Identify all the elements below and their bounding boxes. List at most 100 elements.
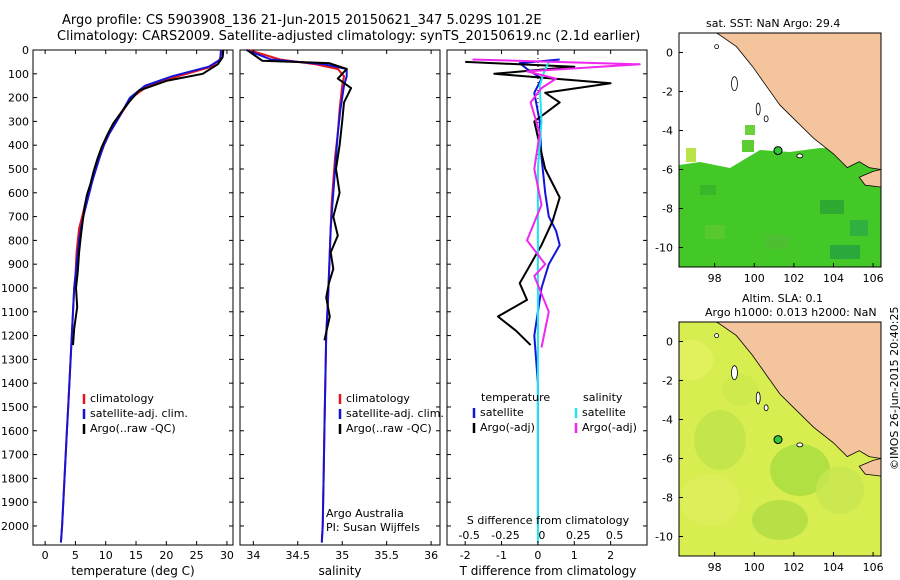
depth-tick-label: 1500: [1, 401, 29, 414]
depth-tick-label: 1300: [1, 353, 29, 366]
depth-tick-label: 1900: [1, 496, 29, 509]
map-lat-label: 0: [666, 336, 673, 349]
depth-tick-label: 1400: [1, 377, 29, 390]
island: [714, 44, 720, 50]
depth-tick-label: 500: [8, 163, 29, 176]
t-diff-tick-label: -1: [496, 549, 507, 562]
temperature-legend-label: climatology: [90, 392, 154, 405]
sst-map: 98 100 102 104 106 0 -2 -4 -6 -8 -10: [655, 32, 884, 285]
temperature-tick-label: 30: [220, 549, 234, 562]
sumatra-land: [715, 33, 881, 170]
diff-legend-label: Argo(-adj): [480, 421, 535, 434]
map-frame: [678, 321, 882, 557]
temperature-tick-label: 25: [190, 549, 204, 562]
salinity-tick-label: 34: [246, 549, 260, 562]
map-lon-label: 98: [708, 272, 722, 285]
sla-anomaly-blob: [680, 474, 740, 526]
depth-tick-label: 1000: [1, 282, 29, 295]
sst-pixel-patch: [765, 235, 789, 249]
depth-tick-label: 1800: [1, 472, 29, 485]
series-line-satellite-adj-clim-: [245, 49, 348, 543]
series-line-temperature-satellite: [518, 58, 561, 526]
sst-pixel-patch: [705, 225, 725, 239]
map-layer: [679, 33, 881, 267]
s-diff-tick-label: 0.25: [566, 529, 591, 542]
depth-tick-label: 100: [8, 68, 29, 81]
temperature-tick-label: 20: [159, 549, 173, 562]
depth-tick-label: 400: [8, 139, 29, 152]
sla-map-title-line2: Argo h1000: 0.013 h2000: NaN: [705, 306, 877, 319]
salinity-axes: [239, 49, 441, 546]
java-land: [858, 458, 881, 477]
series-line-argo-raw-qc-: [246, 49, 353, 341]
sla-anomaly-blob: [752, 500, 808, 540]
argo-australia-label: Argo Australia: [326, 507, 404, 520]
map-lon-label: 100: [744, 561, 765, 574]
series-line-climatology: [248, 49, 345, 543]
difference-axes: [446, 49, 648, 546]
depth-tick-label: 1100: [1, 306, 29, 319]
sst-pixel-patch: [686, 148, 696, 162]
temperature-axis-ticks: 0 5 10 15 20 25 30: [42, 50, 234, 562]
t-diff-tick-label: -2: [460, 549, 471, 562]
temperature-legend-label: satellite-adj. clim.: [90, 407, 188, 420]
island: [731, 365, 738, 381]
salinity-legend-label: Argo(..raw -QC): [346, 422, 432, 435]
map-layer: [679, 322, 881, 556]
salinity-tick-label: 34.5: [286, 549, 311, 562]
t-difference-xlabel: T difference from climatology: [459, 564, 637, 578]
s-diff-tick-label: 0: [538, 529, 545, 542]
diff-legend-title: salinity: [583, 391, 623, 404]
series-line-temperature-argo-adj-: [465, 60, 612, 346]
difference-axis-ticks: -2 -1 0 1 2 -0.5 -0.25 0 0.25 0.5: [458, 50, 623, 562]
difference-plot-content: [465, 50, 641, 545]
sst-map-title: sat. SST: NaN Argo: 29.4: [706, 17, 841, 30]
map-lon-label: 104: [823, 561, 844, 574]
sst-ocean-field: [679, 148, 881, 267]
depth-tick-label: 1600: [1, 425, 29, 438]
map-lat-label: -6: [662, 164, 673, 177]
salinity-legend-label: climatology: [346, 392, 410, 405]
island: [763, 115, 769, 123]
island: [796, 153, 804, 159]
depth-tick-label: 600: [8, 187, 29, 200]
map-frame: [678, 32, 882, 268]
salinity-xlabel: salinity: [318, 564, 361, 578]
island: [731, 76, 738, 92]
sst-pixel-patch: [742, 140, 754, 152]
diff-legend-title: temperature: [481, 391, 550, 404]
island: [763, 404, 769, 412]
temperature-tick-label: 10: [99, 549, 113, 562]
map-lat-label: -4: [662, 414, 673, 427]
depth-tick-label: 0: [22, 44, 29, 57]
map-lat-label: -4: [662, 125, 673, 138]
figure-title-line1: Argo profile: CS 5903908_136 21-Jun-2015…: [62, 13, 542, 28]
series-line-climatology: [59, 49, 224, 543]
map-lon-label: 98: [708, 561, 722, 574]
map-lon-label: 106: [863, 561, 884, 574]
s-diff-tick-label: 0.5: [606, 529, 624, 542]
argo-position-marker: [773, 146, 783, 156]
sst-pixel-patch: [830, 245, 860, 259]
map-lon-label: 100: [744, 272, 765, 285]
diff-legend-label: satellite: [582, 406, 626, 419]
depth-tick-label: 800: [8, 234, 29, 247]
temperature-tick-label: 5: [72, 549, 79, 562]
series-line-salinity-argo-adj-: [472, 58, 641, 348]
sla-map: 98 100 102 104 106 0 -2 -4 -6 -8 -10: [655, 321, 884, 574]
sla-anomaly-blob: [722, 374, 758, 406]
depth-tick-label: 700: [8, 211, 29, 224]
salinity-tick-label: 36: [424, 549, 438, 562]
depth-axis-ticks: 0 100 200 300 400 500 600 700 800 900 1000 1100 1200…: [1, 44, 647, 533]
depth-tick-label: 300: [8, 115, 29, 128]
s-diff-tick-label: -0.5: [458, 529, 479, 542]
island: [755, 391, 761, 405]
map-lat-label: -10: [655, 531, 673, 544]
temperature-legend-label: Argo(..raw -QC): [90, 422, 176, 435]
s-difference-label: S difference from climatology: [467, 514, 630, 527]
depth-tick-label: 2000: [1, 520, 29, 533]
java-land: [858, 169, 881, 188]
map-lon-label: 104: [823, 272, 844, 285]
salinity-axis-ticks: 34 34.5 35 35.5 36: [246, 50, 438, 562]
